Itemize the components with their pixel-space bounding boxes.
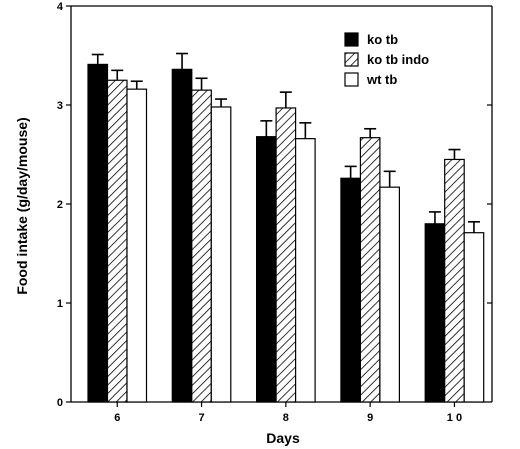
y-tick-label: 3 <box>57 100 63 112</box>
bar-hatched-2 <box>275 107 297 403</box>
legend-label: wt tb <box>366 72 397 87</box>
bar-solid-4 <box>424 223 446 403</box>
bar-open-0 <box>126 88 148 403</box>
bar-solid-2 <box>256 136 277 403</box>
legend-swatch-hatched <box>344 52 359 67</box>
y-tick-label: 0 <box>57 397 63 409</box>
bar-open-2 <box>295 138 316 403</box>
legend-label: ko tb indo <box>367 52 429 67</box>
bar-solid-1 <box>171 68 193 403</box>
bar-hatched-0 <box>106 79 128 403</box>
bar-solid-0 <box>87 63 109 403</box>
y-tick-label: 4 <box>57 1 64 13</box>
plot-area: 0 1 2 3 4 6 7 8 9 1 0 <box>57 1 493 424</box>
legend-swatch-solid <box>344 32 359 47</box>
x-tick-label: 1 0 <box>447 412 462 424</box>
bar-open-3 <box>379 186 400 403</box>
y-axis-title: Food intake (g/day/mouse) <box>14 117 30 294</box>
bar-open-4 <box>463 232 485 403</box>
bar-solid-3 <box>340 177 361 403</box>
legend-label: ko tb <box>367 32 398 47</box>
y-tick-label: 2 <box>57 199 63 211</box>
legend-swatch-open <box>344 72 359 87</box>
x-axis-title: Days <box>266 430 300 446</box>
bar-hatched-1 <box>191 89 212 403</box>
x-tick-label: 7 <box>198 412 204 424</box>
x-tick-label: 9 <box>367 412 373 424</box>
y-tick-label: 1 <box>57 298 63 310</box>
x-tick-label: 6 <box>114 412 120 424</box>
legend: ko tb ko tb indo wt tb <box>344 32 429 87</box>
x-tick-label: 8 <box>283 412 289 424</box>
bar-hatched-3 <box>359 137 381 403</box>
bar-hatched-4 <box>444 158 465 403</box>
bar-open-1 <box>210 106 232 403</box>
